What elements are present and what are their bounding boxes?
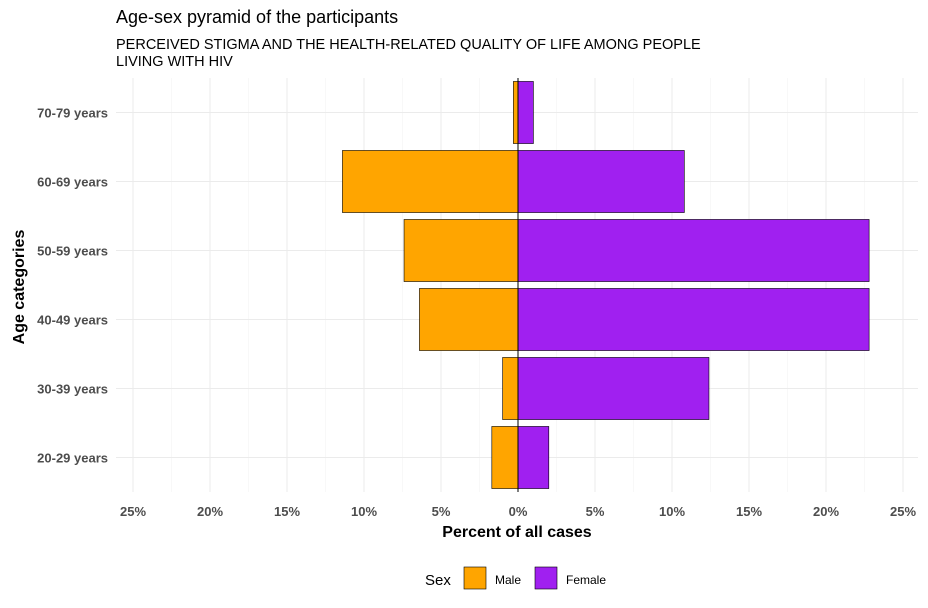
y-tick-label: 60-69 years bbox=[37, 175, 108, 190]
x-axis-title: Percent of all cases bbox=[442, 524, 592, 541]
x-tick-label: 15% bbox=[274, 504, 300, 519]
y-tick-label: 20-29 years bbox=[37, 451, 108, 466]
x-tick-label: 10% bbox=[659, 504, 685, 519]
y-tick-labels: 20-29 years 30-39 years 40-49 years 50-59 y… bbox=[37, 106, 108, 466]
x-tick-label: 25% bbox=[120, 504, 146, 519]
x-tick-label: 10% bbox=[351, 504, 377, 519]
x-tick-label: 5% bbox=[432, 504, 451, 519]
bar-female bbox=[517, 426, 550, 489]
bar-female bbox=[517, 357, 710, 420]
legend-label-female: Female bbox=[566, 573, 606, 587]
x-tick-label: 15% bbox=[736, 504, 762, 519]
bar-male bbox=[342, 150, 519, 213]
bar-male bbox=[502, 357, 519, 420]
legend-title: Sex bbox=[425, 572, 451, 589]
legend-swatch-female bbox=[534, 566, 558, 590]
legend-label-male: Male bbox=[495, 573, 521, 587]
legend: Sex Male Female bbox=[425, 566, 606, 590]
chart-title: Age-sex pyramid of the participants bbox=[116, 7, 399, 27]
bar-male bbox=[491, 426, 519, 489]
y-axis-title: Age categories bbox=[11, 230, 28, 345]
y-tick-label: 40-49 years bbox=[37, 313, 108, 328]
y-tick-label: 30-39 years bbox=[37, 382, 108, 397]
bar-female bbox=[517, 81, 534, 144]
bar-female bbox=[517, 288, 870, 351]
bar-male bbox=[419, 288, 519, 351]
bar-male bbox=[403, 219, 519, 282]
y-tick-label: 70-79 years bbox=[37, 106, 108, 121]
y-tick-label: 50-59 years bbox=[37, 244, 108, 259]
x-tick-label: 20% bbox=[197, 504, 223, 519]
chart-subtitle: PERCEIVED STIGMA AND THE HEALTH-RELATED … bbox=[116, 37, 701, 70]
bar-female bbox=[517, 219, 870, 282]
x-tick-label: 25% bbox=[890, 504, 916, 519]
bar-female bbox=[517, 150, 685, 213]
x-tick-labels: 25% 20% 15% 10% 5% 0% 5% 10% 15% 20% 25% bbox=[120, 504, 916, 519]
x-tick-label: 5% bbox=[586, 504, 605, 519]
x-tick-label: 20% bbox=[813, 504, 839, 519]
bars bbox=[342, 78, 870, 492]
legend-swatch-male bbox=[463, 566, 487, 590]
x-tick-label: 0% bbox=[509, 504, 528, 519]
bar-male bbox=[513, 81, 519, 144]
